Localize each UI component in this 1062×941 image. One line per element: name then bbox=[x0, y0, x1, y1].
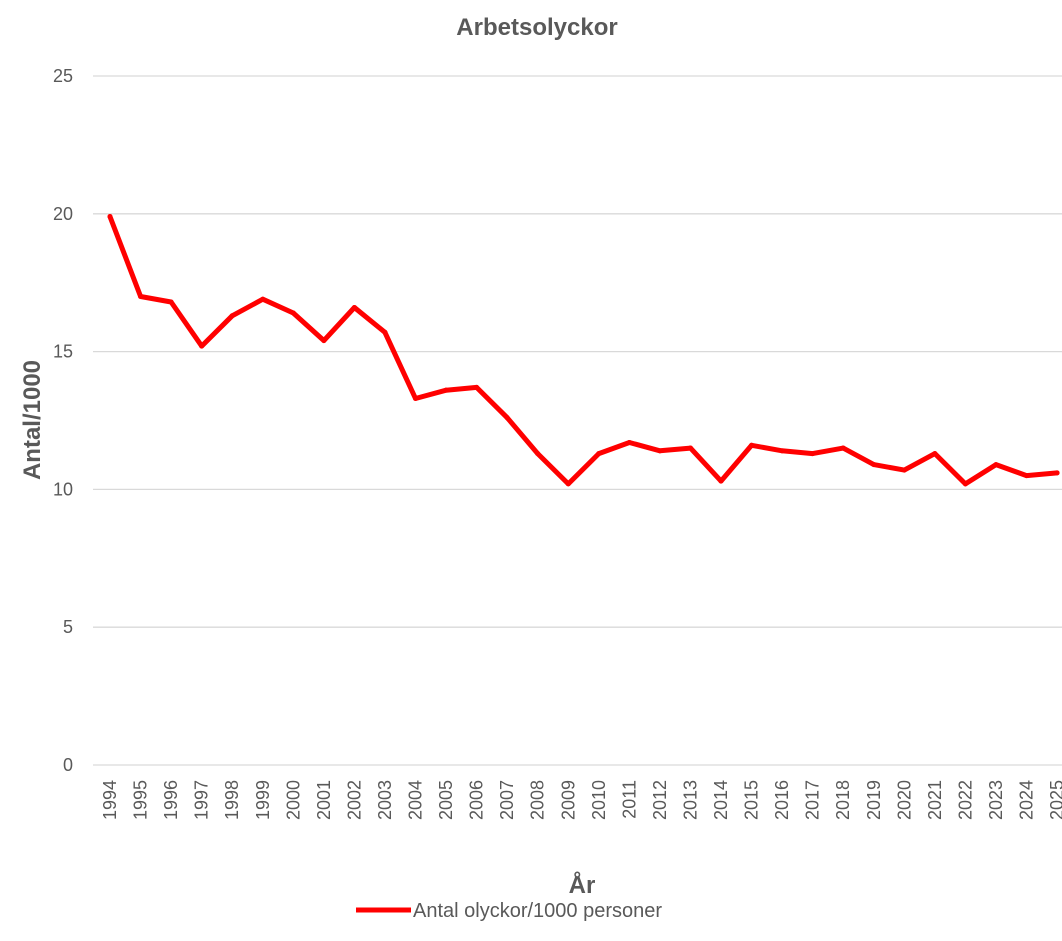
x-tick-label: 2013 bbox=[680, 780, 700, 820]
y-tick-label: 15 bbox=[53, 342, 73, 362]
data-point bbox=[474, 384, 480, 390]
x-tick-label: 1998 bbox=[222, 780, 242, 820]
data-point bbox=[749, 442, 755, 448]
data-point bbox=[871, 462, 877, 468]
legend-label: Antal olyckor/1000 personer bbox=[413, 900, 662, 922]
data-point bbox=[229, 313, 235, 319]
y-tick-label: 0 bbox=[63, 755, 73, 775]
data-point bbox=[260, 296, 266, 302]
data-point bbox=[962, 481, 968, 487]
y-axis-label: Antal/1000 bbox=[19, 360, 46, 480]
x-tick-label: 2017 bbox=[803, 780, 823, 820]
x-tick-label: 2025 bbox=[1047, 780, 1062, 820]
x-tick-label: 2020 bbox=[894, 780, 914, 820]
x-tick-label: 2006 bbox=[467, 780, 487, 820]
x-tick-label: 2002 bbox=[344, 780, 364, 820]
data-point bbox=[565, 481, 571, 487]
data-point bbox=[199, 343, 205, 349]
data-point bbox=[779, 448, 785, 454]
data-point bbox=[1024, 473, 1029, 479]
data-point bbox=[321, 338, 327, 344]
data-point bbox=[626, 440, 632, 446]
data-point bbox=[993, 462, 999, 468]
x-tick-label: 2019 bbox=[864, 780, 884, 820]
chart-title: Arbetsolyckor bbox=[456, 14, 617, 41]
data-point bbox=[351, 305, 357, 311]
x-tick-label: 2007 bbox=[497, 780, 517, 820]
x-tick-label: 2022 bbox=[955, 780, 975, 820]
y-tick-label: 25 bbox=[53, 66, 73, 86]
data-point bbox=[382, 329, 388, 335]
data-point bbox=[290, 310, 296, 316]
y-axis-ticks: 0 5 10 15 20 25 bbox=[53, 66, 73, 775]
data-point bbox=[932, 451, 938, 457]
x-tick-label: 2015 bbox=[742, 780, 762, 820]
data-point bbox=[657, 448, 663, 454]
x-tick-label: 2021 bbox=[925, 780, 945, 820]
x-tick-label: 1994 bbox=[100, 780, 120, 820]
y-tick-label: 20 bbox=[53, 204, 73, 224]
x-tick-label: 1995 bbox=[131, 780, 151, 820]
y-tick-label: 5 bbox=[63, 617, 73, 637]
data-point bbox=[687, 445, 693, 451]
x-tick-label: 2012 bbox=[650, 780, 670, 820]
series-layer bbox=[107, 214, 1060, 487]
data-point bbox=[596, 451, 602, 457]
data-point bbox=[1054, 470, 1060, 476]
legend: Antal olyckor/1000 personer bbox=[356, 900, 662, 922]
x-tick-label: 2011 bbox=[619, 780, 639, 819]
x-tick-label: 2016 bbox=[772, 780, 792, 820]
x-tick-label: 2014 bbox=[711, 780, 731, 820]
data-point bbox=[443, 387, 449, 393]
data-point bbox=[504, 415, 510, 421]
x-tick-label: 2003 bbox=[375, 780, 395, 820]
x-tick-label: 2000 bbox=[283, 780, 303, 820]
x-tick-label: 2001 bbox=[314, 780, 334, 820]
y-tick-label: 10 bbox=[53, 479, 73, 499]
data-point bbox=[840, 445, 846, 451]
data-point bbox=[138, 293, 144, 299]
x-tick-label: 2023 bbox=[986, 780, 1006, 820]
x-tick-label: 2010 bbox=[589, 780, 609, 820]
x-tick-label: 2008 bbox=[528, 780, 548, 820]
gridlines bbox=[93, 75, 1062, 766]
data-point bbox=[535, 451, 541, 457]
data-point bbox=[168, 299, 174, 305]
x-axis-label: År bbox=[569, 871, 596, 899]
data-point bbox=[901, 467, 907, 473]
x-tick-label: 2009 bbox=[558, 780, 578, 820]
x-tick-label: 2024 bbox=[1017, 780, 1037, 820]
x-tick-label: 1996 bbox=[161, 780, 181, 820]
x-tick-label: 1999 bbox=[253, 780, 273, 820]
x-axis-ticks: 1994 1995 1996 1997 1998 1999 2000 2001 2002 2003… bbox=[100, 780, 1062, 820]
x-tick-label: 2005 bbox=[436, 780, 456, 820]
data-point bbox=[413, 395, 418, 401]
data-point bbox=[107, 214, 113, 220]
x-tick-label: 2018 bbox=[833, 780, 853, 820]
x-tick-label: 1997 bbox=[192, 780, 212, 820]
data-point bbox=[810, 451, 816, 457]
series-line-0 bbox=[107, 214, 1060, 487]
x-tick-label: 2004 bbox=[406, 780, 426, 820]
data-point bbox=[718, 478, 724, 484]
